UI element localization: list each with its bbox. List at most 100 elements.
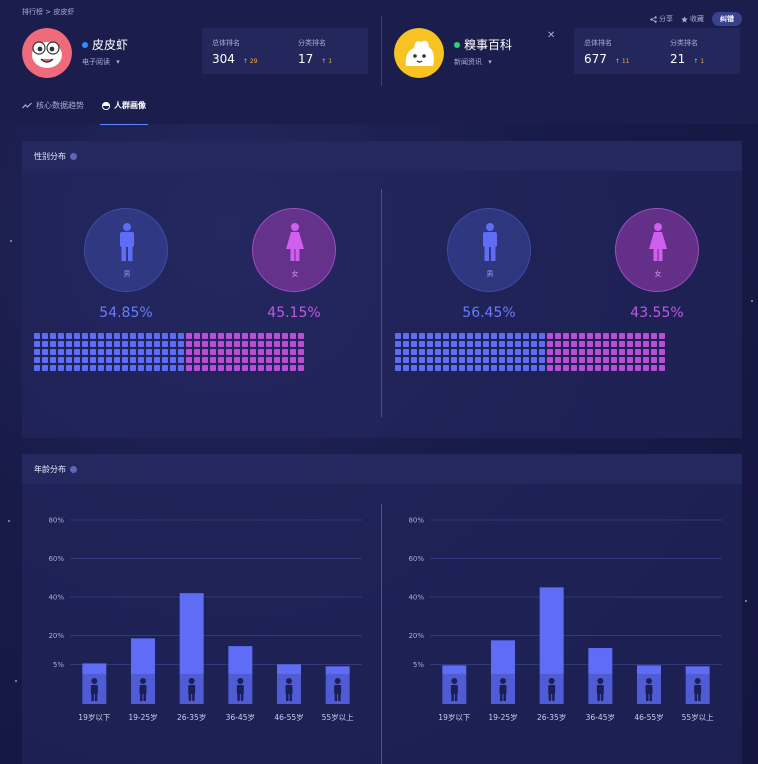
app-category-dropdown[interactable]: 新闻资讯 ▾ <box>454 57 492 67</box>
tab-core-data-trend[interactable]: 核心数据趋势 <box>22 100 84 125</box>
female-cell <box>587 341 593 347</box>
female-cell <box>242 357 248 363</box>
panel-divider <box>381 504 382 764</box>
male-cell <box>82 341 88 347</box>
figure-leg <box>649 693 652 701</box>
female-cell <box>258 341 264 347</box>
close-icon[interactable]: ✕ <box>547 30 556 41</box>
panel-header: 性别分布 <box>22 141 742 171</box>
male-cell <box>531 341 537 347</box>
figure-body <box>334 685 342 694</box>
male-cell <box>459 333 465 339</box>
male-cell <box>58 357 64 363</box>
male-cell <box>114 349 120 355</box>
info-icon[interactable] <box>70 465 77 473</box>
female-cell <box>611 365 617 371</box>
report-error-button[interactable]: 纠错 <box>712 12 742 26</box>
male-cell <box>499 341 505 347</box>
male-cell <box>395 349 401 355</box>
female-cell <box>290 365 296 371</box>
age-bar <box>131 638 155 674</box>
male-cell <box>82 365 88 371</box>
male-cell <box>419 341 425 347</box>
share-button[interactable]: 分享 <box>650 14 673 24</box>
male-cell <box>395 365 401 371</box>
female-cell <box>627 357 633 363</box>
female-cell <box>635 333 641 339</box>
female-cell <box>274 357 280 363</box>
total-rank-label: 总体排名 <box>584 39 612 47</box>
male-cell <box>451 333 457 339</box>
male-cell <box>58 365 64 371</box>
male-cell <box>138 365 144 371</box>
info-icon[interactable] <box>70 152 77 160</box>
female-cell <box>298 333 304 339</box>
male-cell <box>154 333 160 339</box>
app-name[interactable]: 糗事百科 <box>454 36 512 53</box>
male-cell <box>74 365 80 371</box>
female-cell <box>643 341 649 347</box>
female-cell <box>194 341 200 347</box>
female-cell <box>250 365 256 371</box>
male-cell <box>114 357 120 363</box>
y-tick-label: 40% <box>48 594 64 602</box>
male-cell <box>435 349 441 355</box>
male-cell <box>50 357 56 363</box>
app-name[interactable]: 皮皮虾 <box>82 36 128 53</box>
female-cell <box>290 349 296 355</box>
male-cell <box>427 349 433 355</box>
female-cell <box>635 365 641 371</box>
female-cell <box>595 349 601 355</box>
female-cell <box>186 365 192 371</box>
breadcrumb[interactable]: 排行榜 > 皮皮虾 <box>22 8 75 16</box>
female-cell <box>194 357 200 363</box>
male-cell <box>451 365 457 371</box>
panel-divider <box>381 189 382 417</box>
male-cell <box>90 341 96 347</box>
tab-user-portrait[interactable]: 人群画像 <box>100 100 148 125</box>
header-divider <box>381 16 382 86</box>
male-cell <box>491 357 497 363</box>
female-cell <box>627 365 633 371</box>
female-cell <box>202 333 208 339</box>
x-category-label: 46-55岁 <box>274 712 303 722</box>
favorite-button[interactable]: 收藏 <box>681 14 704 24</box>
female-cell <box>555 349 561 355</box>
male-cell <box>42 357 48 363</box>
figure-leg <box>698 693 701 701</box>
male-cell <box>50 341 56 347</box>
figure-head <box>500 678 506 684</box>
category-rank: 分类排名 17 ↑ 1 <box>288 28 371 74</box>
age-bar <box>539 587 564 674</box>
male-cell <box>499 357 505 363</box>
male-cell <box>74 349 80 355</box>
male-cell <box>130 341 136 347</box>
female-cell <box>579 333 585 339</box>
female-cell <box>611 349 617 355</box>
male-cell <box>475 341 481 347</box>
male-cell <box>170 341 176 347</box>
male-cell <box>34 365 40 371</box>
age-bar <box>82 663 107 674</box>
figure-leg <box>600 693 604 701</box>
male-cell <box>451 357 457 363</box>
female-cell <box>282 349 288 355</box>
age-bar-chart: 80% 60% 40% 20% 5% 19岁以下 19-25岁 26-35岁 36-45岁 46-… <box>48 517 362 722</box>
app-category-dropdown[interactable]: 电子阅读 ▾ <box>82 57 120 67</box>
male-cell <box>467 357 473 363</box>
figure-head <box>237 678 244 684</box>
male-cell <box>491 341 497 347</box>
app-category-label: 新闻资讯 <box>454 58 482 66</box>
male-cell <box>162 333 168 339</box>
male-cell <box>122 365 128 371</box>
male-cell <box>427 357 433 363</box>
female-cell <box>274 341 280 347</box>
female-label: 女 <box>654 270 662 278</box>
female-icon <box>649 223 667 261</box>
male-cell <box>483 357 489 363</box>
female-cell <box>202 365 208 371</box>
male-cell <box>66 333 72 339</box>
female-cell <box>282 357 288 363</box>
female-circle: 女 <box>615 208 699 292</box>
male-cell <box>419 365 425 371</box>
